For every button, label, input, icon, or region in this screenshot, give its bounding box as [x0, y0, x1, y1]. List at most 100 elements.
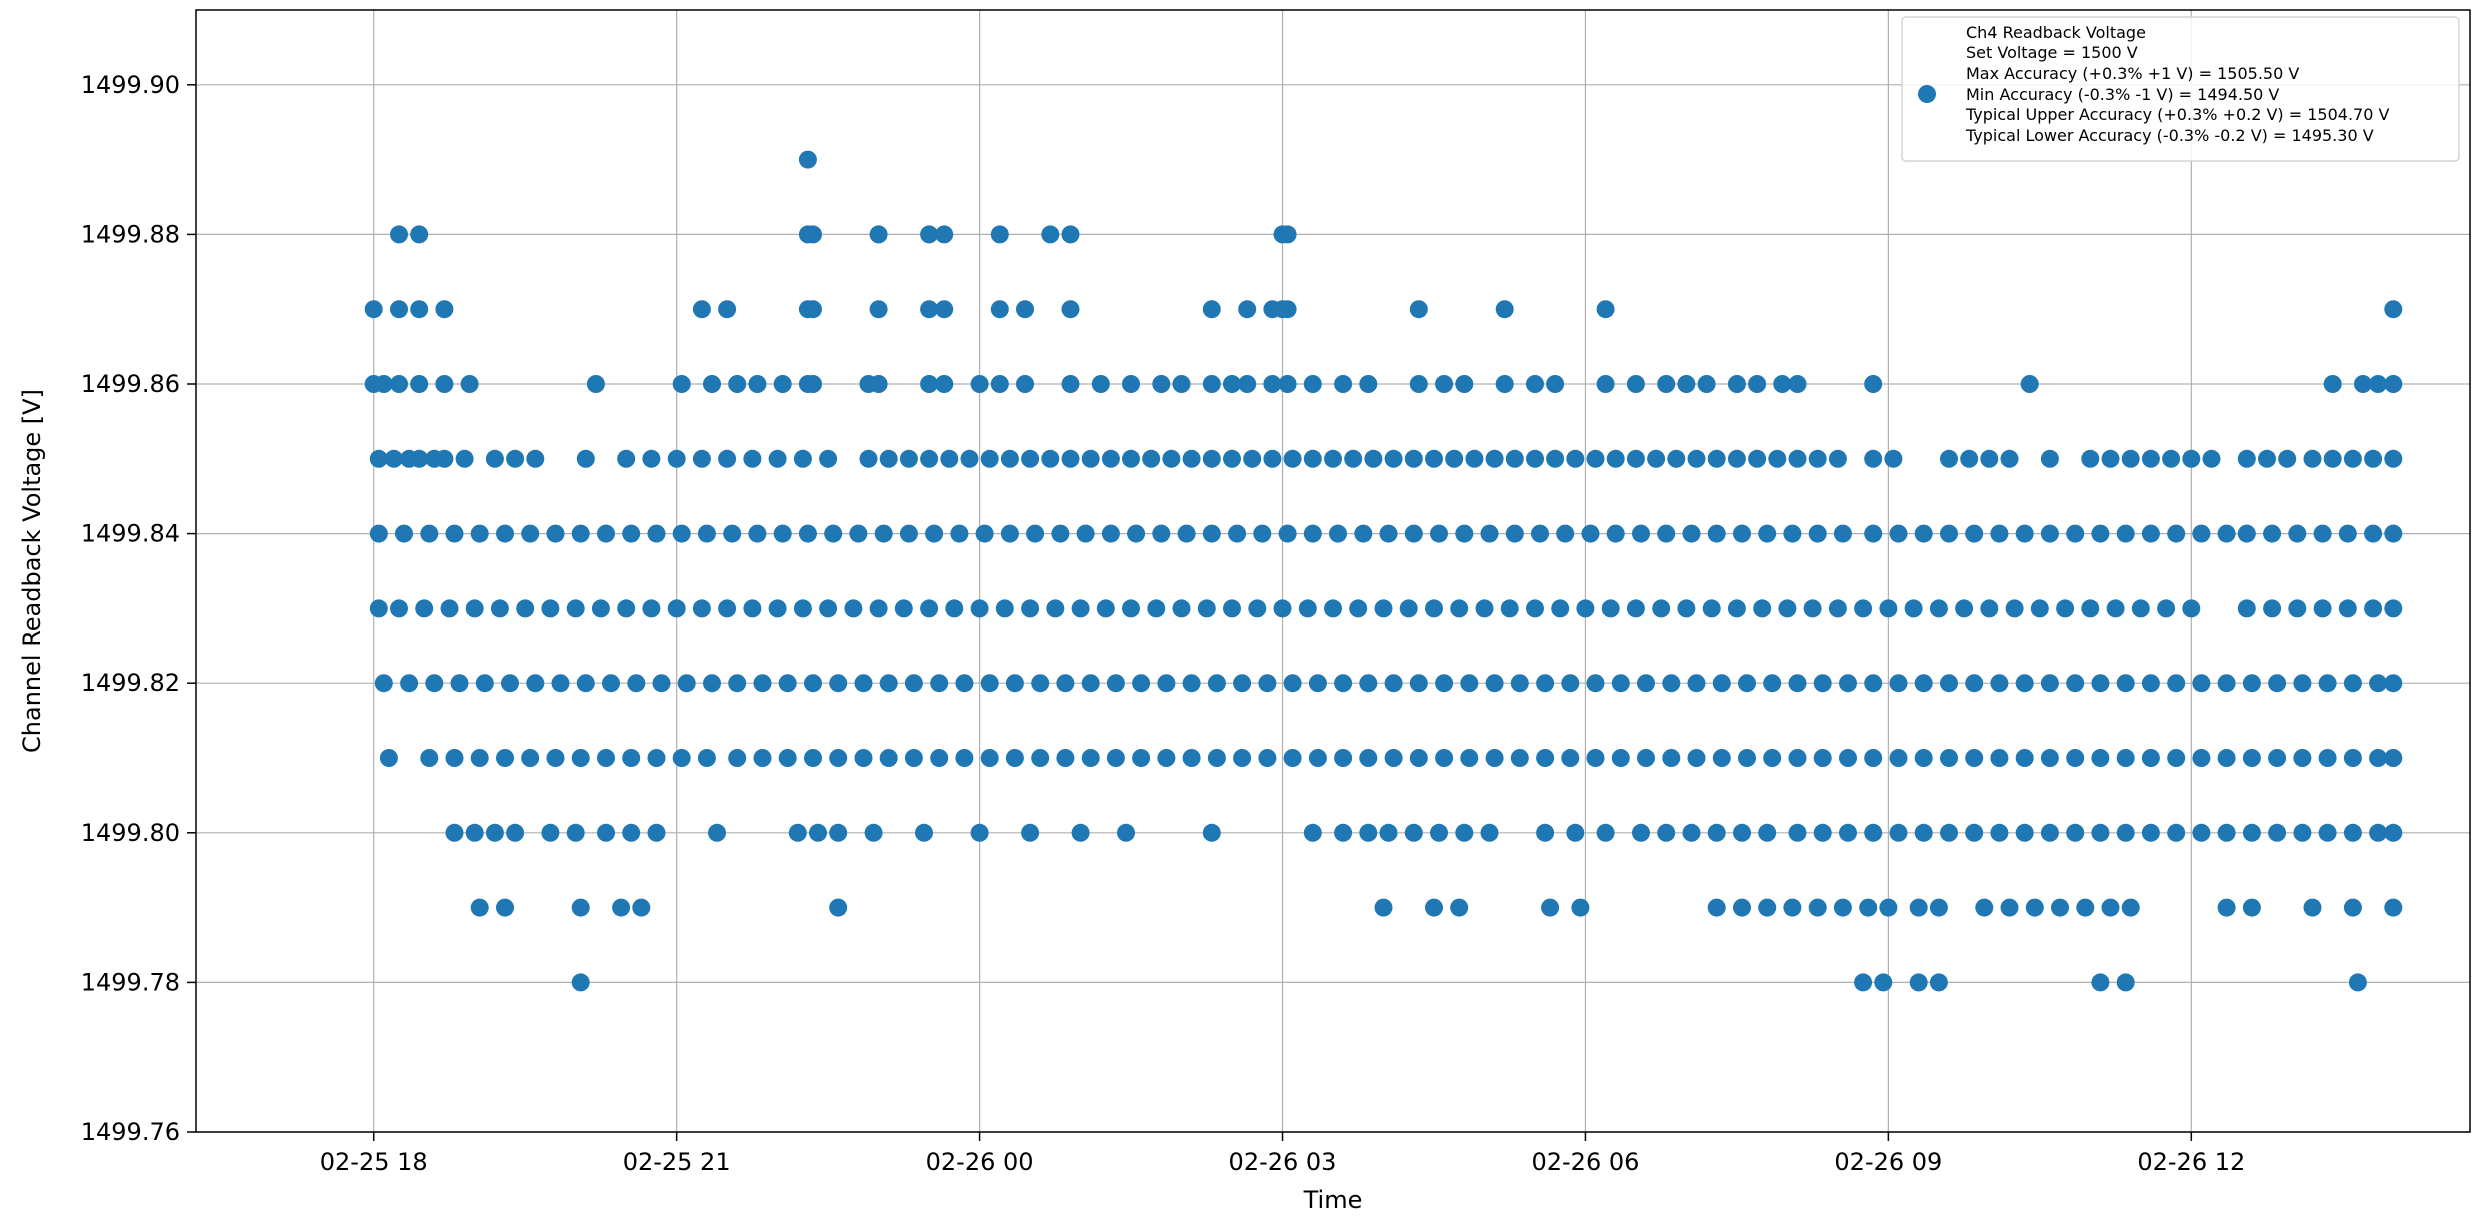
data-point: [1021, 823, 1040, 842]
data-point: [1278, 225, 1297, 244]
data-point: [2384, 599, 2403, 618]
data-point: [1596, 375, 1615, 393]
data-point: [1788, 674, 1807, 693]
data-point: [915, 823, 933, 842]
data-point: [1450, 599, 1469, 618]
data-point: [935, 225, 954, 244]
data-point: [2217, 823, 2236, 842]
data-point: [622, 823, 641, 842]
data-point: [1813, 749, 1832, 767]
data-point: [2348, 973, 2367, 992]
data-point: [940, 449, 959, 468]
data-point: [1526, 375, 1544, 393]
data-point: [1283, 749, 1302, 767]
data-point: [1202, 823, 1221, 842]
data-point: [2288, 524, 2307, 543]
data-point: [2030, 599, 2049, 618]
data-point: [1485, 749, 1504, 767]
data-point: [435, 375, 454, 393]
data-point: [1344, 449, 1363, 468]
data-point: [2141, 823, 2160, 842]
data-point: [667, 599, 686, 618]
data-point: [804, 300, 822, 319]
data-point: [1238, 300, 1257, 319]
data-point: [1707, 449, 1726, 468]
y-axis-label: Channel Readback Voltage [V]: [18, 389, 46, 753]
data-point: [1914, 674, 1933, 693]
data-point: [516, 599, 535, 618]
data-point: [1854, 973, 1873, 992]
data-point: [1803, 599, 1822, 618]
data-point: [1263, 375, 1282, 393]
data-point: [1611, 674, 1630, 693]
data-point: [1889, 823, 1908, 842]
data-point: [2025, 898, 2044, 917]
data-point: [1788, 449, 1807, 468]
data-point: [445, 524, 464, 543]
data-point: [2384, 749, 2403, 767]
data-point: [470, 524, 489, 543]
data-point: [2101, 898, 2120, 917]
data-point: [390, 300, 408, 319]
legend-line-5: Typical Upper Accuracy (+0.3% +0.2 V) = …: [1965, 105, 2389, 124]
data-point: [440, 599, 459, 618]
data-point: [2293, 749, 2312, 767]
data-point: [597, 524, 615, 543]
data-point: [945, 599, 964, 618]
data-point: [2313, 524, 2332, 543]
data-point: [2000, 898, 2019, 917]
legend-line-2: Set Voltage = 1500 V: [1966, 43, 2138, 62]
data-point: [1091, 375, 1110, 393]
data-point: [1081, 449, 1100, 468]
data-point: [2242, 823, 2261, 842]
data-point: [975, 524, 994, 543]
x-tick-label: 02-26 09: [1834, 1148, 1942, 1176]
data-point: [1864, 524, 1883, 543]
data-point: [1500, 599, 1519, 618]
data-point: [2040, 823, 2059, 842]
data-point: [1041, 225, 1060, 244]
data-point: [804, 225, 822, 244]
data-point: [1061, 375, 1080, 393]
data-point: [1202, 300, 1221, 319]
data-point: [970, 375, 989, 393]
data-point: [1273, 599, 1292, 618]
data-point: [1940, 449, 1958, 468]
data-point: [622, 524, 641, 543]
y-tick-label: 1499.80: [81, 819, 180, 847]
data-point: [1197, 599, 1216, 618]
data-point: [849, 524, 868, 543]
data-point: [1334, 375, 1353, 393]
data-point: [2101, 449, 2120, 468]
x-tick-label: 02-26 12: [2137, 1148, 2245, 1176]
data-point: [930, 674, 949, 693]
data-point: [1076, 524, 1095, 543]
data-point: [1207, 674, 1226, 693]
data-point: [647, 524, 666, 543]
data-point: [2116, 524, 2135, 543]
data-point: [2237, 599, 2256, 618]
data-point: [390, 375, 408, 393]
data-point: [2268, 823, 2287, 842]
data-point: [2192, 749, 2211, 767]
data-point: [445, 823, 464, 842]
data-point: [369, 599, 388, 618]
data-point: [2384, 300, 2403, 319]
plot-frame: [195, 9, 2471, 1133]
data-point: [1738, 749, 1756, 767]
data-point: [1384, 449, 1403, 468]
data-point: [824, 524, 843, 543]
data-point: [1864, 823, 1883, 842]
data-point: [748, 375, 767, 393]
data-point: [415, 599, 434, 618]
data-point: [1727, 375, 1746, 393]
data-point: [1122, 449, 1140, 468]
data-point: [2167, 749, 2186, 767]
data-point: [1763, 749, 1782, 767]
axis-ticks: 1499.76 1499.78 1499.80 1499.82 1499.84 1499.…: [81, 71, 2246, 1176]
data-point: [1455, 375, 1474, 393]
data-point: [617, 449, 636, 468]
data-point: [546, 524, 565, 543]
data-point: [1748, 375, 1767, 393]
legend-line-3: Max Accuracy (+0.3% +1 V) = 1505.50 V: [1966, 64, 2299, 83]
